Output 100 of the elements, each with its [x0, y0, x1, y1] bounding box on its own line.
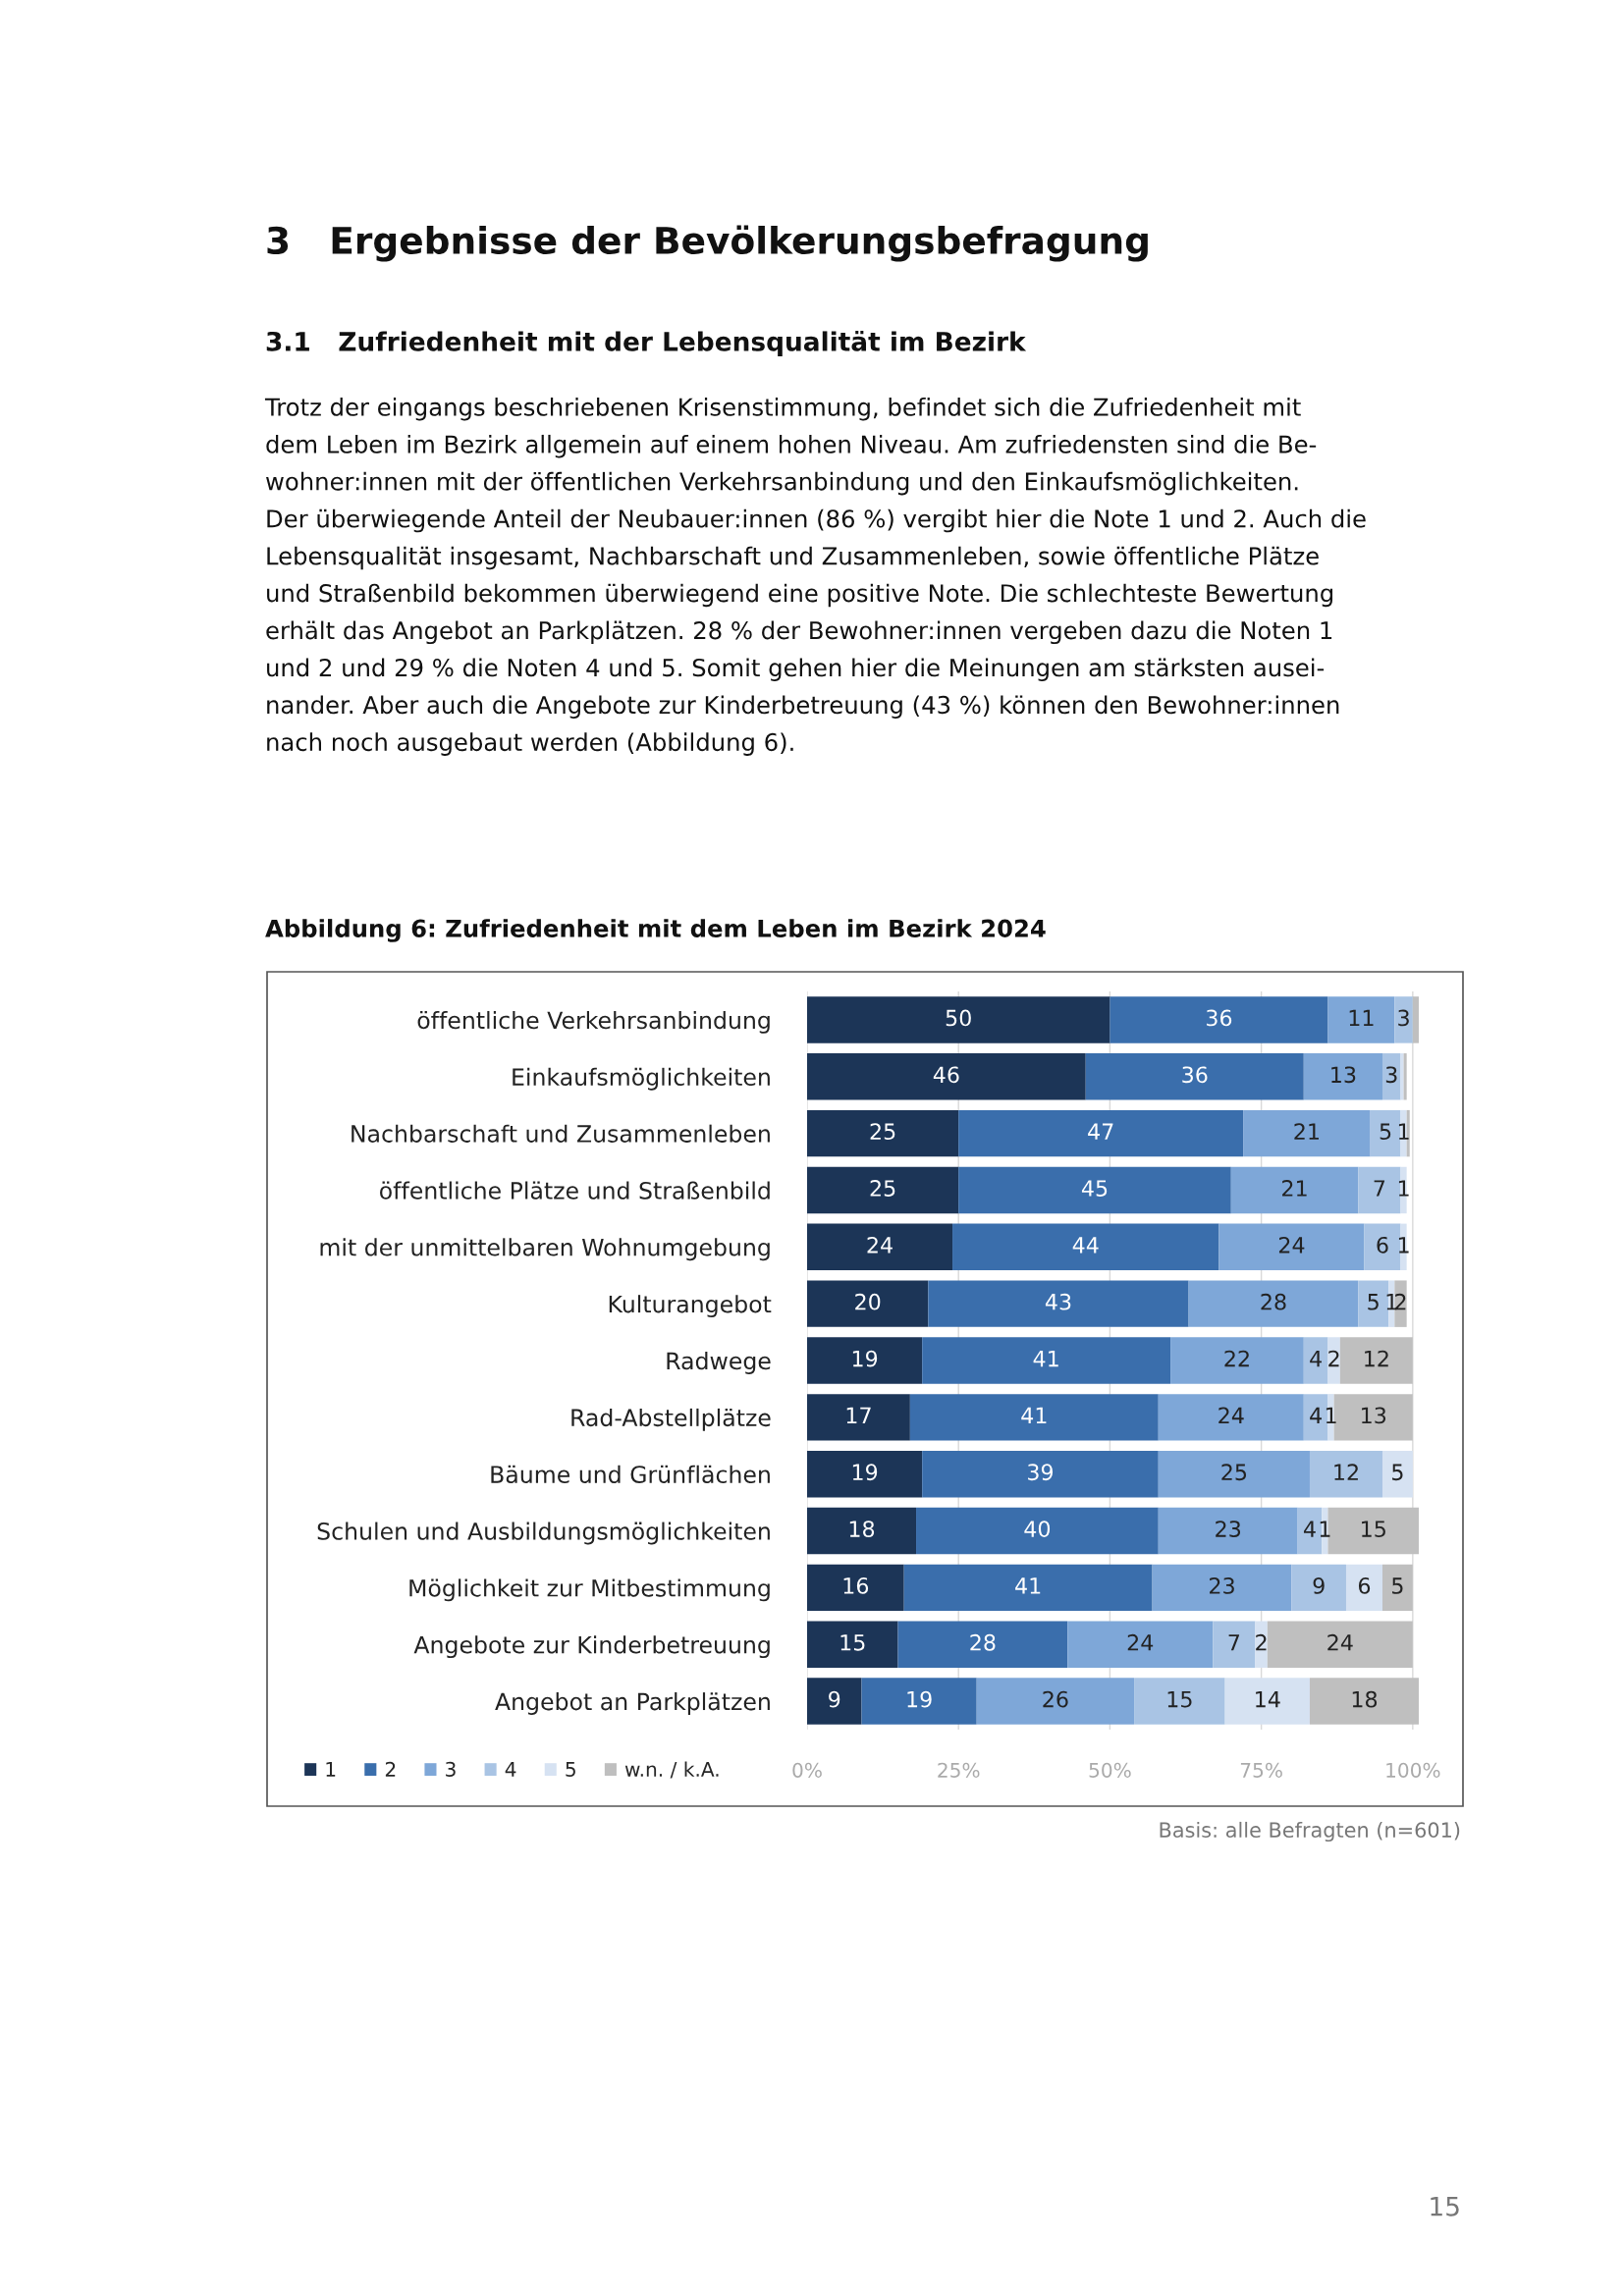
- bar: [1400, 1109, 1407, 1157]
- bar: [958, 1166, 1231, 1214]
- data-label: 24: [1327, 1633, 1353, 1651]
- bar: [807, 1337, 923, 1384]
- data-label: 18: [1352, 1690, 1378, 1708]
- data-label: 4: [1310, 1350, 1322, 1367]
- y-tick-label: Einkaufsmöglichkeiten: [513, 1067, 770, 1091]
- bar: [1188, 1280, 1359, 1327]
- bar: [807, 1678, 862, 1725]
- data-label: 24: [867, 1236, 893, 1254]
- data-label: 24: [1127, 1633, 1154, 1651]
- bar: [1303, 1394, 1328, 1441]
- bar: [903, 1564, 1153, 1612]
- bar: [1394, 1280, 1407, 1327]
- bar: [897, 1621, 1068, 1668]
- bar: [807, 1280, 929, 1327]
- data-label: 2: [1328, 1350, 1339, 1367]
- data-label: 13: [1362, 1407, 1386, 1424]
- y-tick-label: mit der unmittelbaren Wohnumgebung: [320, 1238, 770, 1261]
- chart-title: 3 Ergebnisse der Bevölkerungsbefragung: [267, 225, 1148, 262]
- data-label: 40: [1024, 1521, 1051, 1537]
- data-label: 41: [1021, 1407, 1047, 1423]
- bar: [1303, 1053, 1382, 1100]
- bar: [1267, 1621, 1413, 1668]
- data-label: 3: [1385, 1066, 1397, 1084]
- bar: [1309, 1450, 1382, 1498]
- data-label: 2: [1256, 1633, 1267, 1651]
- data-label: 25: [1221, 1464, 1247, 1481]
- bar: [976, 1678, 1135, 1725]
- data-label: 5: [1380, 1123, 1391, 1141]
- bar: [1327, 1337, 1340, 1384]
- legend-label: 5: [566, 1762, 575, 1777]
- data-label: 26: [1043, 1690, 1068, 1708]
- bar: [861, 1678, 977, 1725]
- data-label: 28: [1261, 1293, 1286, 1310]
- data-label: 11: [1349, 1009, 1374, 1027]
- y-tick-label: Möglichkeit zur Mitbestimmung: [409, 1578, 770, 1602]
- bar: [1370, 1109, 1401, 1157]
- data-label: 50: [946, 1009, 971, 1027]
- y-tick-label: Rad-Abstellplätze: [571, 1408, 771, 1431]
- bar: [922, 1337, 1171, 1384]
- bar: [807, 1223, 953, 1271]
- data-label: 15: [1362, 1521, 1385, 1537]
- chart-subtitle: 3.1 Zufriedenheit mit der Lebensqualität im Bezirk: [266, 331, 1027, 356]
- x-tick-label: 100%: [1386, 1762, 1440, 1778]
- legend-label: 1: [326, 1762, 336, 1777]
- data-label: 15: [1167, 1691, 1192, 1708]
- bar: [1230, 1166, 1359, 1214]
- y-tick-label: Schulen und Ausbildungsmöglichkeiten: [317, 1522, 770, 1545]
- bar: [928, 1280, 1189, 1327]
- y-tick-label: Bäume und Grünflächen: [491, 1465, 770, 1483]
- bar: [1158, 1450, 1310, 1498]
- text: Abbildung 6: Zufriedenheit mit dem Leben im Bezirk 2024: [265, 919, 1046, 942]
- bar: [1085, 1053, 1304, 1100]
- data-label: 24: [1278, 1236, 1305, 1254]
- data-label: 9: [829, 1690, 840, 1708]
- data-label: 25: [870, 1180, 895, 1197]
- data-label: 45: [1081, 1180, 1108, 1197]
- x-tick-label: 50%: [1089, 1762, 1131, 1778]
- bar: [1067, 1621, 1214, 1668]
- data-label: 15: [840, 1634, 865, 1651]
- data-label: 14: [1256, 1691, 1280, 1708]
- data-label: 44: [1072, 1237, 1099, 1254]
- data-label: 21: [1294, 1123, 1319, 1140]
- data-label: 19: [852, 1464, 878, 1481]
- y-tick-label: öffentliche Verkehrsanbindung: [417, 1010, 770, 1034]
- legend-label: 4: [505, 1762, 516, 1777]
- data-label: 4: [1310, 1407, 1322, 1423]
- bar: [1381, 1450, 1413, 1498]
- bar: [807, 1166, 959, 1214]
- x-tick-label: 75%: [1240, 1762, 1282, 1778]
- data-label: 1: [1398, 1180, 1409, 1197]
- data-label: 9: [1313, 1577, 1325, 1594]
- data-label: 19: [907, 1690, 932, 1708]
- data-label: 47: [1088, 1123, 1113, 1140]
- bar: [1291, 1564, 1346, 1612]
- bar: [1243, 1109, 1371, 1157]
- bar: [1412, 996, 1419, 1043]
- legend-label: 2: [385, 1761, 396, 1777]
- data-label: 1: [1398, 1237, 1409, 1254]
- bar: [1394, 996, 1413, 1043]
- data-label: 36: [1182, 1066, 1208, 1084]
- bar: [1158, 1394, 1304, 1441]
- text: Trotz der eingangs beschriebenen Krisenstimmung, befindet sich die Zufriedenheit mit dem Leben im Bezirk allgemein auf einem hohen Niveau. Am zufriedensten sind die Be- wohner:innen mit der öffentlichen Verkehrsanbindung und den Einkaufsmöglichkeiten. Der überwiegende Anteil der Neubauer:innen (86 %) vergibt hier die Note 1 und 2. Auch die Lebensqualität insgesamt, Nachbarschaft und Zusammenleben, sowie öffentliche Plätze und Straßenbild bekommen überwiegend eine positive Note. Die schlechteste Bewertung erhält das Angebot an Parkplätzen. 28 % der Bewohner:innen vergeben dazu die Noten 1 und 2 und 29 % die Noten 4 und 5. Somit gehen hier die Meinungen am stärksten ausei- nander. Aber auch die Angebote zur Kinderbetreuung (43 %) können den Bewohner:innen nach noch ausgebaut werden (Abbildung 6).: [264, 398, 1366, 756]
- bar: [1309, 1678, 1419, 1725]
- text: 15: [1431, 2197, 1459, 2216]
- legend-label: 3: [446, 1761, 456, 1777]
- x-tick-label: 25%: [938, 1762, 980, 1778]
- data-label: 46: [933, 1066, 959, 1084]
- y-tick-label: Kulturangebot: [609, 1295, 772, 1318]
- data-label: 1: [1320, 1521, 1330, 1537]
- bar: [1400, 1166, 1407, 1214]
- bar: [1327, 996, 1395, 1043]
- data-label: 5: [1368, 1294, 1379, 1310]
- data-label: 5: [1392, 1577, 1403, 1594]
- bar: [922, 1450, 1159, 1498]
- data-label: 23: [1216, 1521, 1241, 1537]
- data-label: 28: [970, 1633, 996, 1651]
- bar: [1400, 1223, 1407, 1271]
- bar: [1158, 1507, 1298, 1555]
